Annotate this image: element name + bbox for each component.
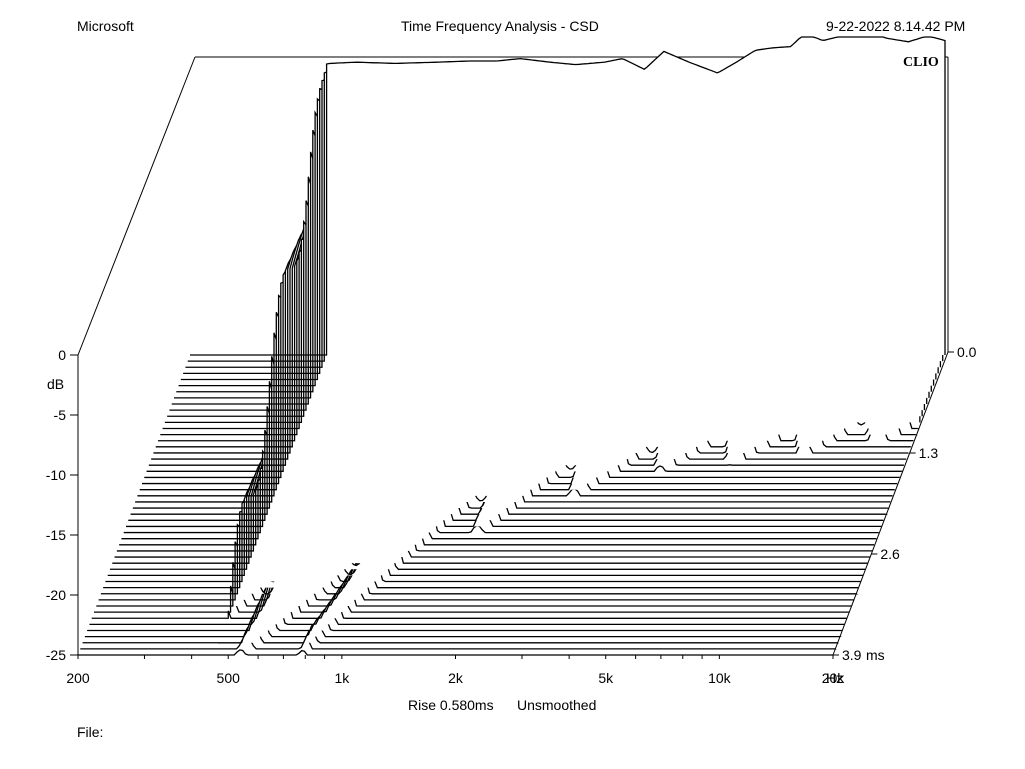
header-chart-title: Time Frequency Analysis - CSD	[401, 18, 599, 34]
oblique-top-edge	[77, 56, 196, 356]
z-tick-label: 2.6	[880, 546, 900, 562]
waterfall-slice	[98, 535, 854, 601]
z-axis-unit: ms	[866, 647, 885, 663]
x-axis-ticks: 200 500 1k 2k 5k 10k 20k	[66, 655, 845, 686]
y-tick-label: -25	[46, 647, 66, 663]
waterfall-slice	[82, 623, 839, 644]
rise-time-label: Rise 0.580ms	[408, 697, 494, 713]
y-tick-label: -10	[46, 467, 66, 483]
x-tick-label: 500	[217, 670, 241, 686]
header-timestamp: 9-22-2022 8.14.42 PM	[826, 18, 966, 34]
z-tick-label: 3.9	[842, 647, 862, 663]
waterfall-slice	[87, 598, 843, 632]
x-tick-label: 5k	[598, 670, 614, 686]
smoothing-label: Unsmoothed	[517, 697, 597, 713]
clio-logo-text: CLIO	[903, 55, 939, 70]
waterfall-slice	[80, 636, 837, 650]
x-axis-unit: Hz	[826, 670, 843, 686]
y-tick-label: 0	[58, 347, 66, 363]
y-tick-label: -15	[46, 527, 66, 543]
x-tick-label: 20k	[822, 670, 846, 686]
z-axis-ticks: 0.0 1.3 2.6 3.9	[833, 344, 977, 663]
waterfall-slices	[78, 36, 946, 656]
y-axis-ticks: 0 -5 -10 -15 -20 -25	[46, 347, 78, 663]
x-tick-label: 200	[66, 670, 90, 686]
x-tick-label: 2k	[448, 670, 464, 686]
y-axis-label: dB	[47, 376, 64, 392]
waterfall-slice	[190, 36, 946, 356]
x-tick-label: 1k	[334, 670, 350, 686]
waterfall-slice	[100, 522, 859, 595]
waterfall-slice	[78, 649, 833, 656]
y-tick-label: -5	[54, 407, 67, 423]
z-tick-label: 0.0	[957, 344, 977, 360]
z-tick-label: 1.3	[919, 445, 939, 461]
x-tick-label: 10k	[708, 670, 732, 686]
header-app-name: Microsoft	[77, 18, 134, 34]
y-tick-label: -20	[46, 587, 66, 603]
file-label: File:	[77, 724, 104, 740]
oblique-right-edge	[832, 351, 949, 656]
